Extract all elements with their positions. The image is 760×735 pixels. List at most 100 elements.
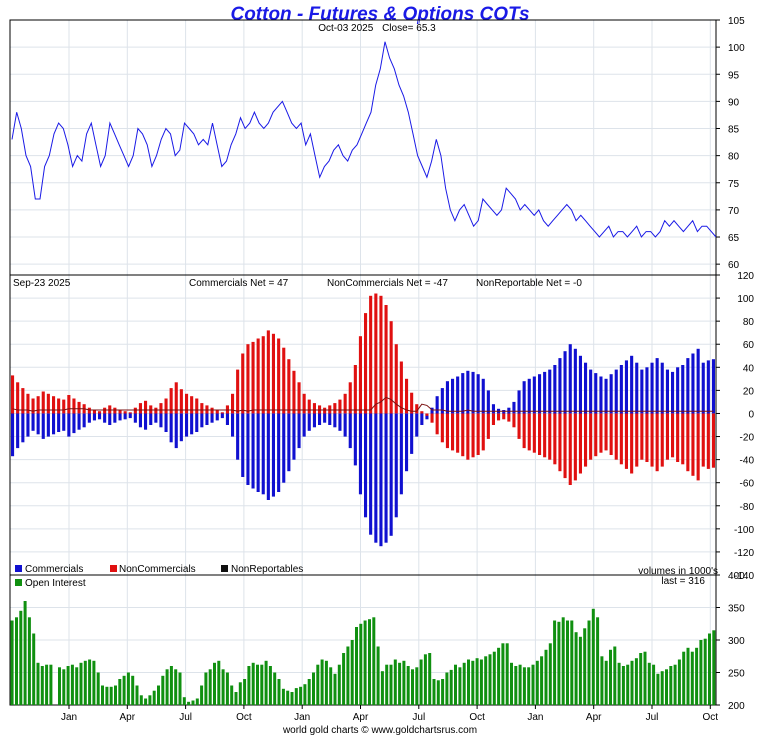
open-interest-bar [260, 664, 264, 705]
noncommercials-bar [225, 405, 229, 414]
open-interest-bar [88, 659, 92, 705]
xtick-label: Apr [586, 712, 602, 723]
commercials-bar [241, 413, 245, 477]
noncommercials-bar [128, 412, 132, 414]
open-interest-bar [359, 623, 363, 706]
noncommercials-bar [118, 410, 122, 414]
price-ytick-label: 80 [728, 152, 740, 163]
open-interest-bar [505, 643, 509, 706]
noncommercials-bar [466, 413, 470, 460]
price-ytick-label: 70 [728, 206, 740, 217]
open-interest-bar [690, 651, 694, 705]
open-interest-bar [178, 672, 182, 705]
noncommercials-bar [31, 398, 35, 414]
noncommercials-bar [609, 413, 613, 455]
noncommercials-bar [553, 413, 557, 465]
noncommercials-bar [21, 388, 25, 414]
open-interest-bar [484, 656, 488, 706]
commercials-bar [471, 371, 475, 414]
open-interest-bar [182, 697, 186, 705]
open-interest-bar [324, 660, 328, 705]
open-interest-bar [449, 669, 453, 705]
open-interest-bar [626, 664, 630, 705]
commercials-bar [415, 413, 419, 437]
noncommercials-bar [420, 411, 424, 414]
open-interest-bar [15, 617, 18, 706]
open-interest-bar [204, 672, 208, 705]
open-interest-bar [527, 667, 531, 705]
open-interest-bar [479, 659, 483, 705]
noncommercials-bar [594, 413, 598, 457]
commercials-bar [169, 413, 173, 443]
open-interest-bar [45, 664, 49, 705]
open-interest-bar [368, 619, 371, 705]
open-interest-bar [380, 671, 384, 705]
noncommercials-bar [491, 413, 495, 425]
noncommercials-bar [676, 413, 680, 462]
noncommercials-bar [512, 413, 516, 428]
noncommercials-bar [174, 382, 178, 414]
open-interest-bar [441, 679, 445, 705]
xtick-label: Jul [646, 712, 659, 723]
oi-last-value: last = 316 [661, 576, 705, 587]
open-interest-bar [613, 646, 617, 705]
noncommercials-bar [578, 413, 582, 474]
open-interest-bar [553, 620, 557, 705]
noncommercials-bar [133, 407, 137, 414]
noncommercials-bar [558, 413, 562, 472]
open-interest-bar [27, 617, 31, 706]
commercials-bar [584, 362, 588, 414]
commercials-bar [149, 413, 153, 425]
commercials-bar [369, 413, 373, 535]
open-interest-bar [316, 664, 320, 705]
price-caption-date: Oct-03 2025 [318, 23, 373, 34]
commercials-bar [26, 413, 30, 437]
footer-credit: world gold charts © www.goldchartsrus.co… [282, 725, 477, 735]
commercials-bar [440, 388, 444, 414]
open-interest-bar [281, 688, 285, 706]
open-interest-bar [492, 651, 496, 705]
commercials-bar [604, 378, 608, 414]
noncommercials-bar [568, 413, 572, 485]
commercials-bar [451, 378, 455, 414]
commercials-bar [532, 376, 536, 414]
commercials-bar [517, 390, 521, 414]
open-interest-bar [234, 692, 238, 705]
noncommercials-bar [57, 398, 61, 414]
noncommercials-bar [502, 413, 506, 420]
commercials-bar [691, 353, 695, 414]
noncommercials-bar [691, 413, 695, 476]
noncommercials-bar [599, 413, 603, 453]
commercials-bar [333, 413, 337, 428]
open-interest-bar [148, 695, 152, 706]
commercials-bar [399, 413, 403, 495]
cot-ytick-label: -100 [734, 525, 754, 536]
commercials-bar [108, 413, 112, 425]
noncommercials-bar [318, 405, 322, 414]
price-ytick-label: 100 [728, 43, 745, 54]
open-interest-bar [307, 679, 311, 705]
noncommercials-bar [527, 413, 531, 451]
open-interest-bar [320, 659, 324, 705]
open-interest-bar [682, 651, 686, 705]
commercials-bar [456, 376, 460, 414]
noncommercials-bar [277, 338, 281, 414]
noncommercials-bar [231, 393, 235, 414]
noncommercials-bar [185, 393, 189, 414]
commercials-bar [41, 413, 45, 439]
legend-nonreportables: NonReportables [231, 564, 303, 575]
noncommercials-bar [563, 413, 567, 479]
open-interest-bar [514, 666, 518, 705]
noncommercials-bar [415, 404, 419, 414]
noncommercials-bar [52, 396, 56, 414]
commercials-bar [635, 362, 639, 414]
open-interest-bar [217, 660, 221, 705]
noncommercials-bar [154, 407, 158, 414]
cot-ytick-label: 120 [737, 271, 754, 282]
open-interest-bar [251, 662, 255, 706]
open-interest-bar [652, 664, 656, 705]
commercials-bar [72, 413, 76, 434]
commercials-bar [57, 413, 61, 432]
commercials-bar [261, 413, 265, 495]
noncommercials-bar [476, 413, 480, 455]
